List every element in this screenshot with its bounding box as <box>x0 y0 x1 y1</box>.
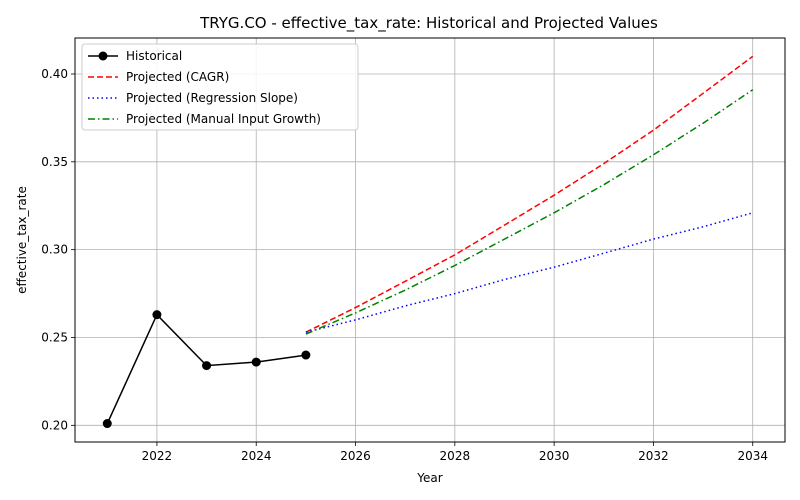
x-tick-label: 2024 <box>241 449 272 463</box>
legend-label: Projected (Manual Input Growth) <box>126 112 321 126</box>
legend-label: Historical <box>126 49 182 63</box>
x-tick-label: 2032 <box>638 449 669 463</box>
x-tick-label: 2028 <box>440 449 471 463</box>
y-tick-label: 0.30 <box>41 243 68 257</box>
legend-label: Projected (Regression Slope) <box>126 91 298 105</box>
x-axis-label: Year <box>416 471 442 485</box>
y-tick-label: 0.20 <box>41 418 68 432</box>
data-point <box>102 419 112 429</box>
y-tick-label: 0.35 <box>41 155 68 169</box>
x-tick-label: 2022 <box>142 449 173 463</box>
y-tick-label: 0.25 <box>41 330 68 344</box>
data-point <box>202 361 212 371</box>
legend: Historical Projected (CAGR) Projected (Reg… <box>81 43 359 131</box>
data-point <box>251 357 261 367</box>
legend-box <box>81 43 359 131</box>
data-point <box>152 310 162 320</box>
data-point <box>301 350 311 360</box>
series-line <box>305 55 754 333</box>
x-tick-label: 2030 <box>539 449 570 463</box>
legend-label: Projected (CAGR) <box>126 70 229 84</box>
y-tick-label: 0.40 <box>41 67 68 81</box>
axis-ticks: 2022 2024 2026 2028 2030 2032 2034 0.20 0.25 0.30… <box>41 67 768 463</box>
legend-marker <box>98 51 108 61</box>
series-line <box>305 212 753 333</box>
x-tick-label: 2034 <box>737 449 768 463</box>
plot-frame <box>74 37 786 443</box>
series-line <box>305 89 754 335</box>
x-tick-label: 2026 <box>340 449 371 463</box>
plot-series <box>102 55 754 429</box>
chart-title: TRYG.CO - effective_tax_rate: Historical… <box>199 14 658 33</box>
y-axis-label: effective_tax_rate <box>15 186 29 294</box>
